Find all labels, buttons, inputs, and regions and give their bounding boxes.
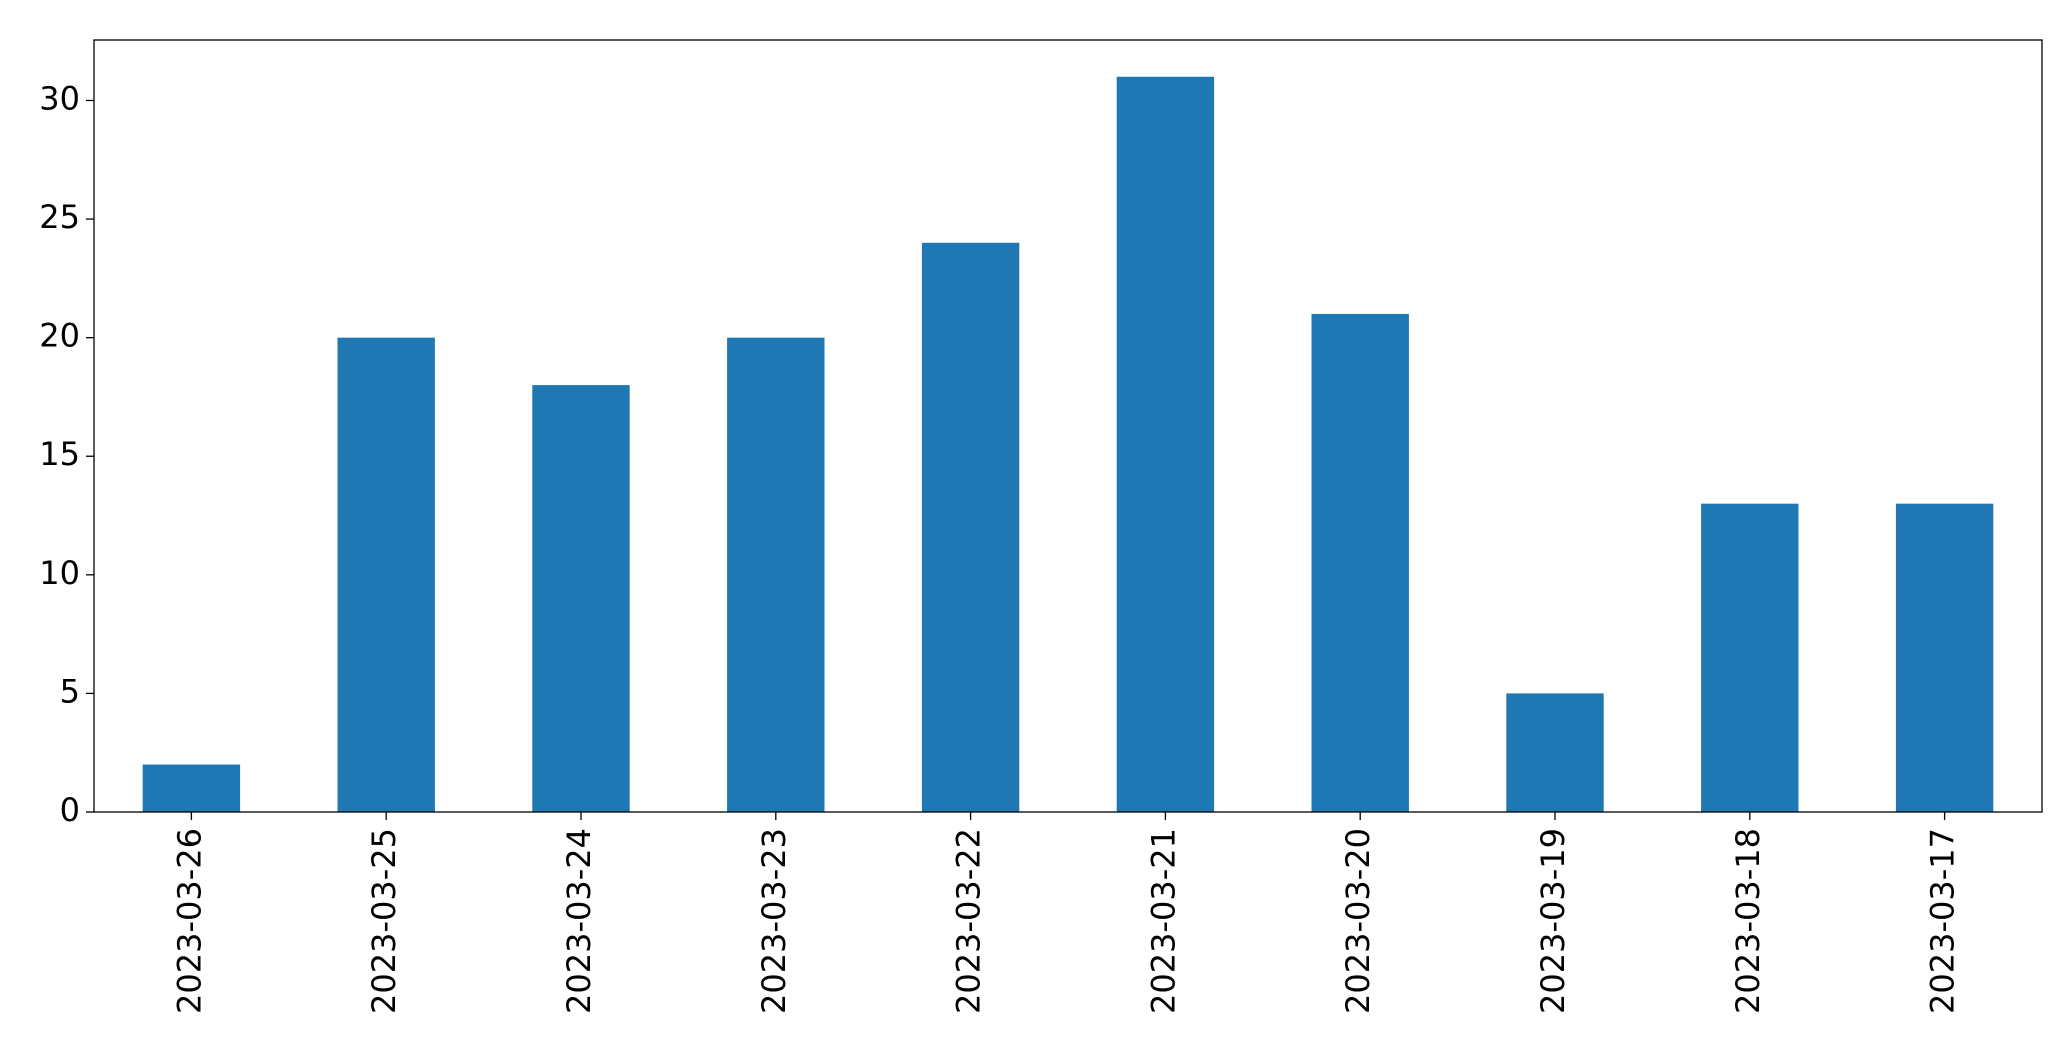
y-tick-label: 15 <box>39 435 80 473</box>
x-tick-label: 2023-03-20 <box>1339 828 1377 1014</box>
y-tick-label: 25 <box>39 198 80 236</box>
x-tick-label: 2023-03-21 <box>1144 828 1182 1014</box>
plot-frame <box>93 39 2043 813</box>
y-tick-label: 10 <box>39 554 80 592</box>
bar <box>1895 503 1994 812</box>
y-tick-label: 5 <box>60 672 80 710</box>
x-tick-label: 2023-03-19 <box>1534 828 1572 1014</box>
bar <box>337 337 435 812</box>
bar <box>921 242 1020 812</box>
x-tick-label: 2023-03-18 <box>1729 828 1767 1014</box>
y-tick-label: 0 <box>60 791 80 829</box>
y-tick-label: 20 <box>39 317 80 355</box>
bar <box>1701 503 1799 812</box>
x-tick-label: 2023-03-24 <box>560 828 598 1014</box>
bar <box>1116 76 1215 812</box>
bar <box>1311 313 1409 812</box>
bar <box>532 385 630 812</box>
x-tick-label: 2023-03-17 <box>1924 828 1962 1014</box>
y-tick-label: 30 <box>39 79 80 117</box>
bar <box>142 764 241 812</box>
x-tick-label: 2023-03-22 <box>950 828 988 1014</box>
x-tick-label: 2023-03-25 <box>365 828 403 1014</box>
x-tick-label: 2023-03-26 <box>170 828 208 1014</box>
bar <box>1506 693 1604 812</box>
bar <box>727 337 825 812</box>
x-tick-label: 2023-03-23 <box>755 828 793 1014</box>
